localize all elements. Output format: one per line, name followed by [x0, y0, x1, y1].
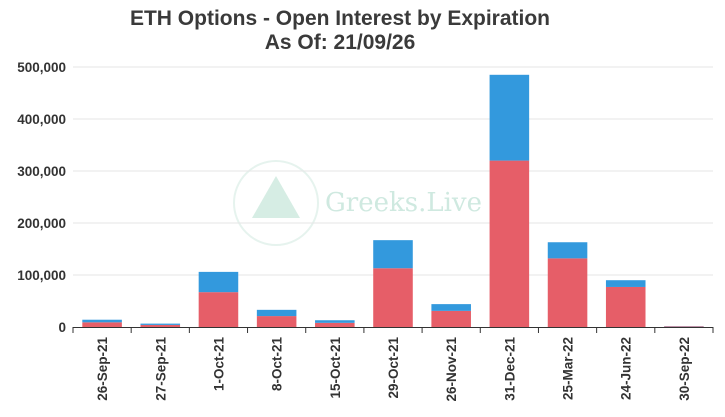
bar-segment-15-Oct-21-s1: [315, 322, 355, 327]
x-tick-label: 31-Dec-21: [502, 337, 517, 401]
bar-segment-27-Sep-21-s2: [140, 323, 181, 325]
y-tick-label: 100,000: [17, 268, 66, 283]
y-tick-label: 500,000: [17, 60, 66, 75]
bar-segment-24-Jun-22-s1: [605, 286, 646, 327]
bar-segment-26-Sep-21-s2: [82, 319, 122, 323]
chart-title: ETH Options - Open Interest by Expiratio…: [129, 7, 551, 30]
y-tick-label: 200,000: [17, 216, 66, 231]
watermark-text: Greeks.Live: [325, 188, 482, 218]
bar-segment-29-Oct-21-s2: [373, 240, 413, 269]
bar-segment-8-Oct-21-s1: [256, 316, 297, 327]
x-tick-label: 15-Oct-21: [328, 337, 343, 399]
x-tick-label: 30-Sep-22: [677, 337, 692, 401]
x-tick-label: 26-Sep-21: [95, 337, 110, 401]
bar-segment-26-Sep-21-s1: [82, 322, 122, 327]
x-tick-label: 8-Oct-21: [270, 337, 285, 392]
bar-segment-31-Dec-21-s2: [489, 74, 530, 161]
x-axis: 26-Sep-21 27-Sep-21 1-Oct-21 8-Oct-21 15-Oct…: [72, 327, 714, 402]
x-tick-label: 24-Jun-22: [619, 337, 634, 400]
bar-segment-8-Oct-21-s2: [256, 309, 297, 317]
bar-segment-15-Oct-21-s2: [315, 320, 355, 323]
y-tick-label: 400,000: [17, 112, 66, 127]
x-tick-label: 1-Oct-21: [211, 337, 226, 392]
bars: [82, 74, 704, 327]
bar-segment-24-Jun-22-s2: [605, 280, 646, 287]
bar-segment-1-Oct-21-s2: [198, 271, 239, 293]
bar-segment-30-Sep-22-s1: [664, 326, 704, 327]
x-tick-label: 25-Mar-22: [561, 337, 576, 400]
y-axis: 0 100,000 200,000 300,000 400,000 500,000: [17, 60, 66, 335]
bar-segment-27-Sep-21-s1: [140, 324, 181, 327]
y-tick-label: 0: [58, 320, 66, 335]
bar-segment-1-Oct-21-s1: [198, 292, 239, 327]
x-tick-label: 27-Sep-21: [153, 337, 168, 401]
x-tick-label: 29-Oct-21: [386, 337, 401, 399]
bar-segment-26-Nov-21-s1: [431, 310, 471, 327]
chart-subtitle: As Of: 21/09/26: [264, 31, 416, 54]
greeks-live-watermark: Greeks.Live: [233, 160, 482, 246]
bar-segment-25-Mar-22-s1: [547, 258, 588, 327]
bar-segment-25-Mar-22-s2: [547, 242, 588, 259]
x-tick-label: 26-Nov-21: [444, 337, 459, 402]
bar-segment-29-Oct-21-s1: [373, 268, 413, 327]
y-tick-label: 300,000: [17, 164, 66, 179]
bar-segment-26-Nov-21-s2: [431, 304, 471, 311]
bar-segment-31-Dec-21-s1: [489, 160, 530, 327]
